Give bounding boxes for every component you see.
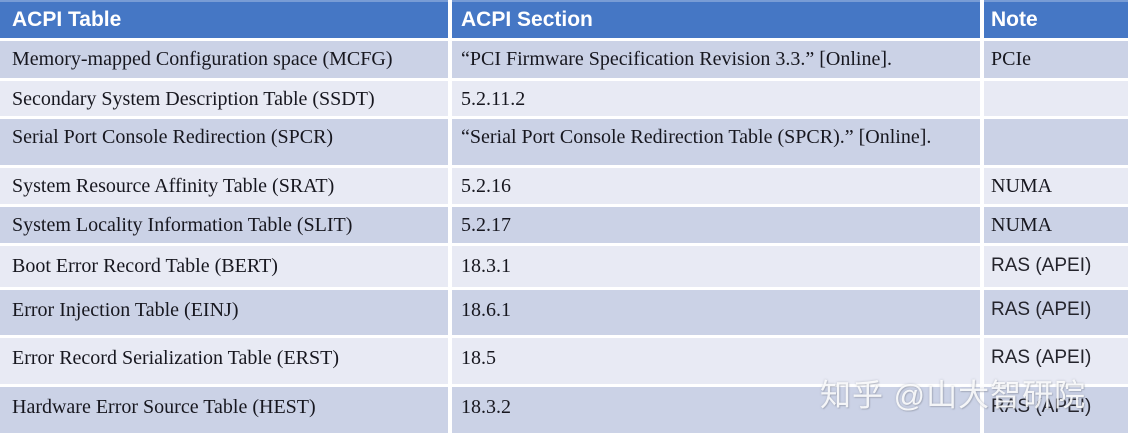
cell-acpi-table: Boot Error Record Table (BERT) [0,246,448,287]
cell-acpi-table: System Resource Affinity Table (SRAT) [0,168,448,204]
column-header-acpi-section: ACPI Section [452,0,980,38]
cell-note: RAS (APEI) [984,246,1128,287]
cell-acpi-section: 18.5 [452,338,980,384]
column-header-note: Note [984,0,1128,38]
cell-acpi-section: 5.2.16 [452,168,980,204]
cell-acpi-section: “Serial Port Console Redirection Table (… [452,119,980,165]
table-row: Secondary System Description Table (SSDT… [0,81,1128,116]
cell-acpi-table: Error Injection Table (EINJ) [0,290,448,335]
cell-note [984,81,1128,116]
table-row: Boot Error Record Table (BERT) 18.3.1 RAS … [0,246,1128,287]
table-row: Memory-mapped Configuration space (MCFG)… [0,41,1128,78]
cell-note [984,119,1128,165]
cell-note: NUMA [984,168,1128,204]
table-row: Error Injection Table (EINJ) 18.6.1 RAS (A… [0,290,1128,335]
cell-acpi-section: 5.2.11.2 [452,81,980,116]
cell-note: RAS (APEI) [984,338,1128,384]
table-row: System Resource Affinity Table (SRAT) 5.2… [0,168,1128,204]
cell-acpi-table: Memory-mapped Configuration space (MCFG) [0,41,448,78]
cell-note: RAS (APEI) [984,290,1128,335]
cell-acpi-section: “PCI Firmware Specification Revision 3.3… [452,41,980,78]
cell-acpi-section: 18.3.1 [452,246,980,287]
cell-acpi-section: 5.2.17 [452,207,980,243]
cell-acpi-table: Hardware Error Source Table (HEST) [0,387,448,433]
cell-acpi-table: Secondary System Description Table (SSDT… [0,81,448,116]
cell-acpi-table: Serial Port Console Redirection (SPCR) [0,119,448,165]
cell-acpi-table: Error Record Serialization Table (ERST) [0,338,448,384]
cell-acpi-section: 18.3.2 [452,387,980,433]
cell-note: NUMA [984,207,1128,243]
cell-note: PCIe [984,41,1128,78]
column-header-acpi-table: ACPI Table [0,0,448,38]
cell-note: RAS (APEI) [984,387,1128,433]
table-header-row: ACPI Table ACPI Section Note [0,0,1128,38]
cell-acpi-table: System Locality Information Table (SLIT) [0,207,448,243]
table-row: Hardware Error Source Table (HEST) 18.3.2… [0,387,1128,433]
table-row: Serial Port Console Redirection (SPCR) “S… [0,119,1128,165]
cell-acpi-section: 18.6.1 [452,290,980,335]
table-row: Error Record Serialization Table (ERST) 1… [0,338,1128,384]
table-row: System Locality Information Table (SLIT)… [0,207,1128,243]
